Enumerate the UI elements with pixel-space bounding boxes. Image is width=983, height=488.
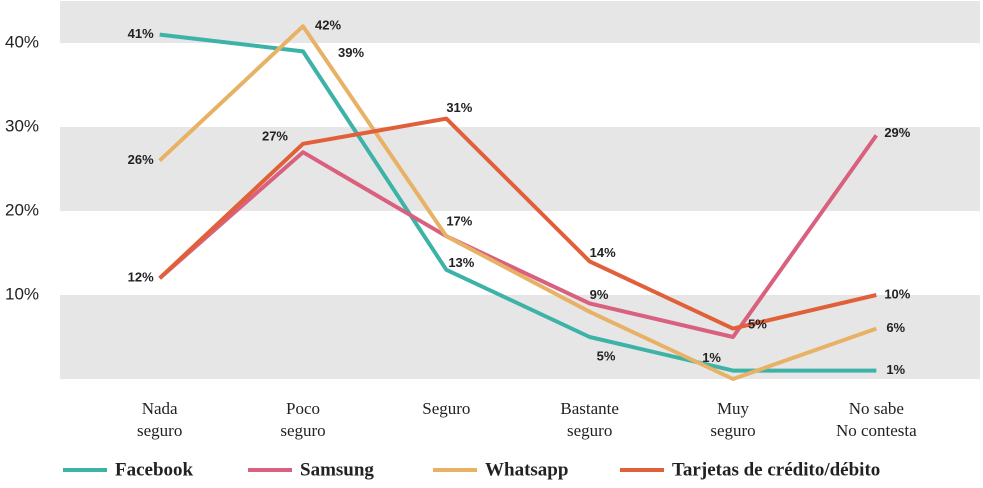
x-tick-label: Muy bbox=[717, 399, 750, 418]
data-label: 6% bbox=[886, 320, 905, 335]
data-label: 9% bbox=[590, 287, 609, 302]
data-label: 42% bbox=[315, 18, 341, 33]
legend-label: Samsung bbox=[300, 459, 374, 480]
y-tick-label: 10% bbox=[5, 284, 39, 303]
y-tick-label: 20% bbox=[5, 200, 39, 219]
y-tick-label: 30% bbox=[5, 116, 39, 135]
line-series bbox=[158, 134, 878, 339]
legend-label: Whatsapp bbox=[485, 459, 568, 480]
data-label: 14% bbox=[590, 245, 616, 260]
data-label: 1% bbox=[702, 350, 721, 365]
x-tick-label: seguro bbox=[137, 421, 182, 440]
grid-band bbox=[60, 127, 980, 211]
data-label: 5% bbox=[748, 316, 767, 331]
x-tick-label: No contesta bbox=[836, 421, 917, 440]
data-label: 5% bbox=[597, 348, 616, 363]
y-tick-label: 40% bbox=[5, 32, 39, 51]
data-label: 1% bbox=[886, 362, 905, 377]
x-tick-label: seguro bbox=[567, 421, 612, 440]
data-label: 26% bbox=[128, 152, 154, 167]
x-tick-label: seguro bbox=[280, 421, 325, 440]
grid-band bbox=[60, 1, 980, 43]
legend-label: Facebook bbox=[115, 459, 194, 480]
x-tick-label: Seguro bbox=[422, 399, 470, 418]
data-label: 17% bbox=[446, 214, 472, 229]
data-label: 27% bbox=[262, 129, 288, 144]
data-label: 41% bbox=[128, 26, 154, 41]
line-series bbox=[158, 116, 877, 331]
line-series bbox=[158, 24, 877, 381]
x-tick-label: Bastante bbox=[560, 399, 619, 418]
grid-band bbox=[60, 295, 980, 379]
data-label: 12% bbox=[128, 270, 154, 285]
data-label: 29% bbox=[884, 125, 910, 140]
x-tick-label: seguro bbox=[710, 421, 755, 440]
data-label: 31% bbox=[446, 100, 472, 115]
data-label: 13% bbox=[448, 255, 474, 270]
legend-label: Tarjetas de crédito/débito bbox=[672, 459, 880, 480]
data-label: 10% bbox=[884, 286, 910, 301]
x-tick-label: Poco bbox=[286, 399, 320, 418]
data-label: 39% bbox=[338, 45, 364, 60]
x-tick-label: No sabe bbox=[849, 399, 904, 418]
x-tick-label: Nada bbox=[142, 399, 178, 418]
